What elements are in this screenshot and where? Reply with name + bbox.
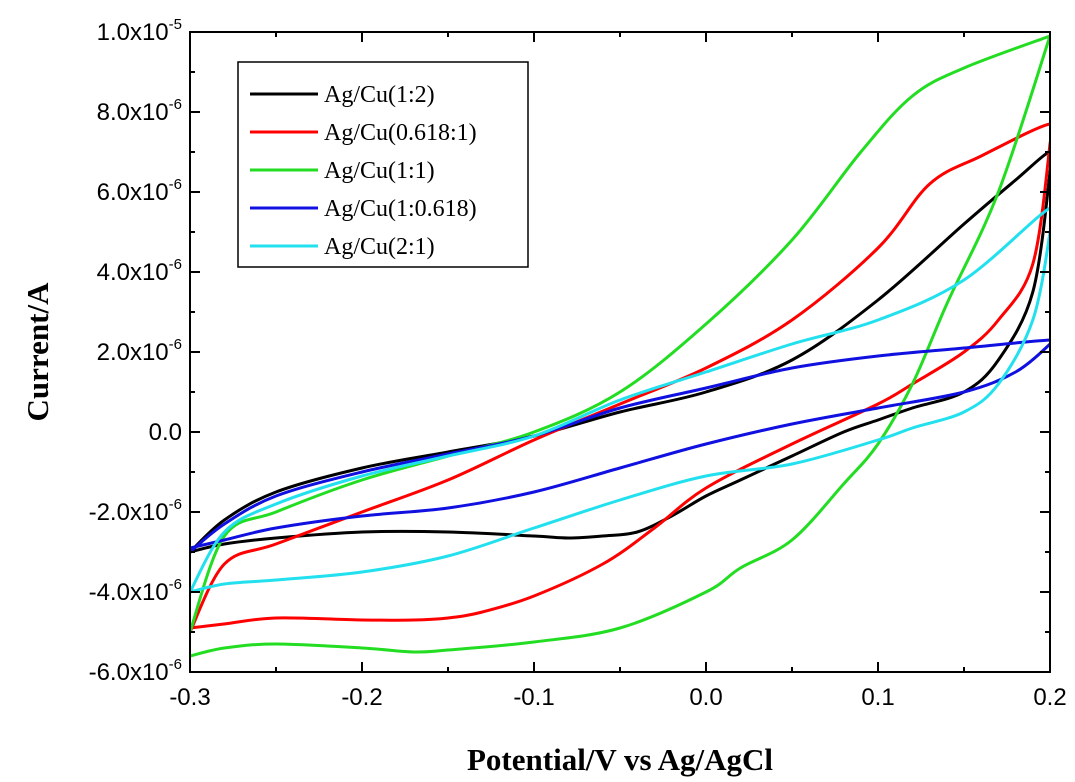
y-tick-mantissa: 8.0x10 xyxy=(97,99,169,126)
x-tick-label: -0.3 xyxy=(169,684,210,711)
axis-ticks: -0.3 -0.2 -0.1 0.0 0.1 0.21.0x10-58.0x10-66.0… xyxy=(89,16,1067,711)
y-tick-exponent: -6 xyxy=(169,336,182,353)
legend-label: Ag/Cu(0.618:1) xyxy=(324,120,477,146)
y-tick-mantissa: 6.0x10 xyxy=(97,179,169,206)
legend-label: Ag/Cu(1:2) xyxy=(324,82,435,108)
y-axis-title: Current/A xyxy=(20,282,55,422)
y-tick-label: 1.0x10-5 xyxy=(97,16,182,46)
y-tick-label: 8.0x10-6 xyxy=(97,96,182,126)
y-tick-mantissa: 1.0x10 xyxy=(97,19,169,46)
y-tick-mantissa: -4.0x10 xyxy=(89,579,169,606)
series-line-4 xyxy=(190,338,1050,554)
y-tick-label: 6.0x10-6 xyxy=(97,176,182,206)
y-tick-label: -6.0x10-6 xyxy=(89,656,182,686)
y-tick-exponent: -5 xyxy=(169,16,182,33)
x-tick-label: 0.0 xyxy=(689,684,722,711)
y-tick-label: -4.0x10-6 xyxy=(89,576,182,606)
y-tick-exponent: -6 xyxy=(169,96,182,113)
y-tick-label: -2.0x10-6 xyxy=(89,496,182,526)
y-tick-label: 2.0x10-6 xyxy=(97,336,182,366)
y-tick-mantissa: -2.0x10 xyxy=(89,499,169,526)
legend-box xyxy=(237,61,529,268)
y-tick-exponent: -6 xyxy=(169,576,182,593)
x-tick-label: -0.2 xyxy=(341,684,382,711)
y-tick-mantissa: 4.0x10 xyxy=(97,259,169,286)
x-tick-label: 0.1 xyxy=(861,684,894,711)
y-tick-mantissa: -6.0x10 xyxy=(89,659,169,686)
series-line-5 xyxy=(190,206,1050,594)
y-tick-label: 4.0x10-6 xyxy=(97,256,182,286)
x-tick-label: 0.2 xyxy=(1033,684,1066,711)
y-tick-mantissa: 2.0x10 xyxy=(97,339,169,366)
y-tick-exponent: -6 xyxy=(169,496,182,513)
y-tick-exponent: -6 xyxy=(169,256,182,273)
y-tick-mantissa: 0.0 xyxy=(149,419,182,446)
legend-label: Ag/Cu(2:1) xyxy=(324,234,435,260)
curves-layer xyxy=(190,32,1050,658)
legend: Ag/Cu(1:2) Ag/Cu(0.618:1) Ag/Cu(1:1) Ag/Cu(… xyxy=(237,61,529,268)
legend-label: Ag/Cu(1:1) xyxy=(324,158,435,184)
series-line-2 xyxy=(190,122,1050,633)
y-tick-exponent: -6 xyxy=(169,176,182,193)
x-axis-title: Potential/V vs Ag/AgCl xyxy=(467,742,773,777)
x-tick-label: -0.1 xyxy=(513,684,554,711)
legend-label: Ag/Cu(1:0.618) xyxy=(324,196,477,222)
series-line-3 xyxy=(190,32,1050,658)
y-tick-label: 0.0 xyxy=(149,419,182,446)
y-tick-exponent: -6 xyxy=(169,656,182,673)
